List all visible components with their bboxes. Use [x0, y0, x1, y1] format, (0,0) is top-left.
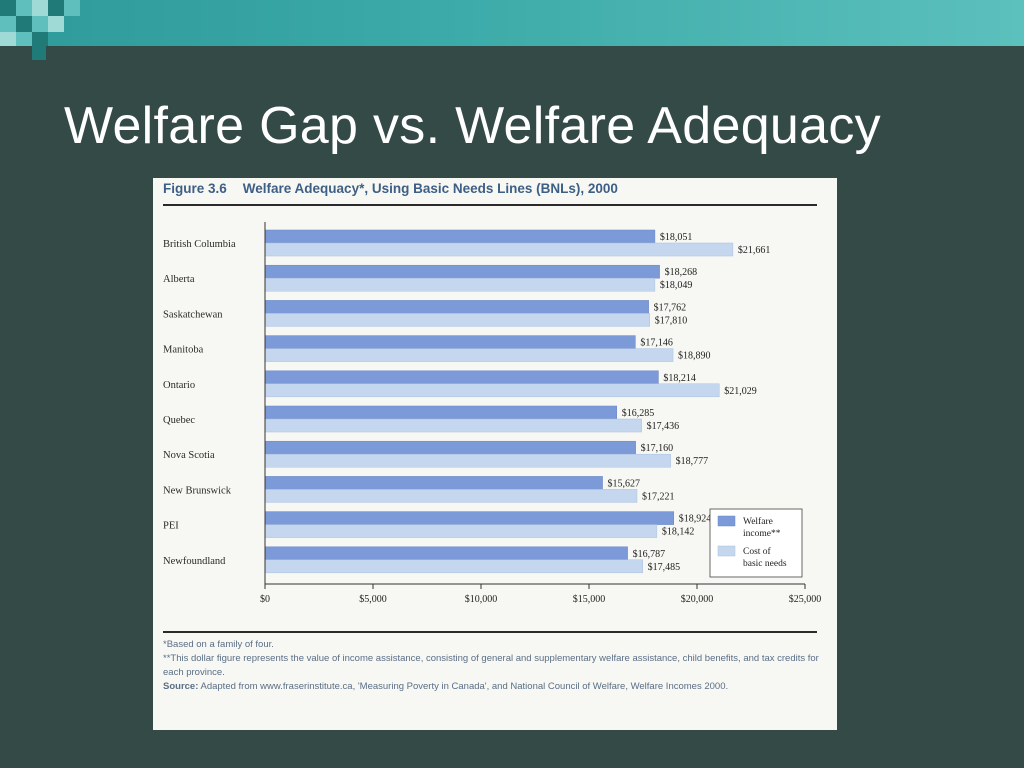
bar-basic-needs — [264, 277, 656, 292]
data-label-welfare-income: $18,268 — [665, 267, 698, 278]
legend-label-welfare-income: Welfare income** — [743, 516, 781, 539]
legend-swatch-basic-needs — [717, 545, 736, 557]
category-label: New Brunswick — [163, 485, 232, 496]
deco-square — [0, 16, 16, 32]
category-label: Ontario — [163, 380, 195, 391]
bar-welfare-income — [264, 546, 628, 561]
category-label: Newfoundland — [163, 556, 226, 567]
title-band — [0, 0, 1024, 46]
category-label: Quebec — [163, 415, 195, 426]
data-label-welfare-income: $18,924 — [679, 514, 712, 525]
deco-square — [32, 0, 48, 16]
bar-welfare-income — [264, 440, 636, 455]
note-source: Source: Adapted from www.fraserinstitute… — [163, 680, 823, 694]
source-label: Source: — [163, 681, 199, 692]
data-label-welfare-income: $16,285 — [622, 408, 655, 419]
chart-legend: Welfare income** Cost of basic needs — [709, 508, 803, 578]
bar-welfare-income — [264, 229, 656, 244]
figure-card: Figure 3.6 Welfare Adequacy*, Using Basic… — [153, 178, 837, 730]
x-tick-label: $5,000 — [359, 594, 387, 605]
deco-square — [0, 0, 16, 16]
slide-title: Welfare Gap vs. Welfare Adequacy — [64, 97, 881, 155]
data-label-basic-needs: $17,485 — [648, 562, 681, 573]
bar-basic-needs — [264, 313, 650, 327]
note-income-definition: **This dollar figure represents the valu… — [163, 653, 819, 678]
figure-title: Welfare Adequacy*, Using Basic Needs Lin… — [242, 181, 618, 196]
data-label-welfare-income: $18,051 — [660, 232, 693, 243]
data-label-welfare-income: $17,762 — [654, 302, 687, 313]
deco-square — [48, 16, 64, 32]
legend-label-basic-needs: Cost of basic needs — [743, 546, 787, 569]
data-label-basic-needs: $17,436 — [647, 421, 680, 432]
x-tick-label: $10,000 — [465, 594, 498, 605]
note-family-size: *Based on a family of four. — [163, 639, 274, 650]
source-text: Adapted from www.fraserinstitute.ca, 'Me… — [200, 681, 729, 692]
category-label: Saskatchewan — [163, 309, 223, 320]
deco-square — [32, 32, 48, 46]
bar-basic-needs — [264, 383, 720, 398]
bar-welfare-income — [264, 335, 636, 349]
data-label-basic-needs: $17,810 — [655, 315, 688, 326]
bar-basic-needs — [264, 489, 638, 503]
figure-heading: Figure 3.6 Welfare Adequacy*, Using Basic… — [163, 181, 618, 196]
data-label-welfare-income: $17,146 — [640, 338, 673, 349]
bar-welfare-income — [264, 476, 603, 490]
bars-layer: British Columbia $18,051 $21,661 Alberta $18… — [163, 229, 771, 574]
data-label-basic-needs: $17,221 — [642, 491, 675, 502]
category-label: Alberta — [163, 274, 195, 285]
data-label-basic-needs: $18,049 — [660, 280, 693, 291]
bar-basic-needs — [264, 559, 643, 574]
category-label: Nova Scotia — [163, 450, 215, 461]
bar-basic-needs — [264, 242, 734, 257]
deco-square — [16, 32, 32, 46]
deco-square — [64, 0, 80, 16]
data-label-welfare-income: $17,160 — [641, 443, 674, 454]
data-label-basic-needs: $18,890 — [678, 351, 711, 362]
category-label: PEI — [163, 521, 179, 532]
legend-swatch-welfare-income — [717, 515, 736, 527]
figure-notes: *Based on a family of four. **This dolla… — [163, 638, 823, 694]
deco-square — [32, 46, 46, 60]
bar-basic-needs — [264, 418, 642, 433]
deco-square — [16, 16, 32, 32]
deco-square — [32, 16, 48, 32]
category-label: British Columbia — [163, 239, 236, 250]
bar-welfare-income — [264, 370, 659, 385]
header-rule — [163, 204, 817, 206]
bar-welfare-income — [264, 405, 618, 420]
bar-welfare-income — [264, 264, 660, 279]
bar-welfare-income — [264, 300, 649, 314]
x-tick-label: $15,000 — [573, 594, 606, 605]
bar-welfare-income — [264, 511, 675, 525]
data-label-basic-needs: $18,142 — [662, 527, 695, 538]
bar-basic-needs — [264, 453, 671, 468]
notes-rule — [163, 631, 817, 633]
x-tick-label: $20,000 — [681, 594, 714, 605]
deco-square — [0, 32, 16, 46]
data-label-welfare-income: $16,787 — [633, 549, 666, 560]
bar-basic-needs — [264, 348, 674, 362]
bar-chart: British Columbia $18,051 $21,661 Alberta $18… — [163, 222, 821, 605]
figure-number: Figure 3.6 — [163, 181, 227, 196]
deco-square — [16, 0, 32, 16]
x-axis: $0 $5,000 $10,000 $15,000 $20,000 $25,000 — [260, 222, 821, 605]
x-tick-label: $25,000 — [789, 594, 822, 605]
category-label: Manitoba — [163, 345, 204, 356]
data-label-welfare-income: $15,627 — [608, 478, 641, 489]
x-tick-label: $0 — [260, 594, 270, 605]
deco-square — [48, 0, 64, 16]
data-label-basic-needs: $18,777 — [676, 456, 709, 467]
data-label-basic-needs: $21,661 — [738, 245, 771, 256]
data-label-welfare-income: $18,214 — [663, 373, 696, 384]
data-label-basic-needs: $21,029 — [724, 386, 757, 397]
bar-basic-needs — [264, 524, 658, 538]
